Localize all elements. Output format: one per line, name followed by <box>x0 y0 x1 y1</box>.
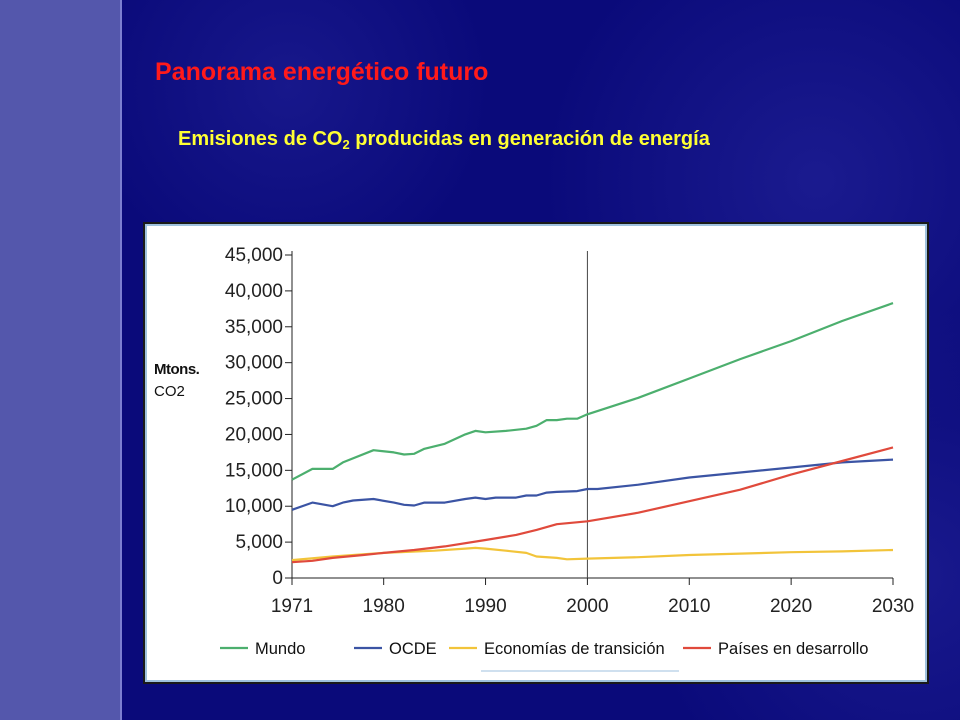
x-tick-label: 1990 <box>464 596 506 617</box>
x-tick-label: 2010 <box>668 596 710 617</box>
y-tick-label: 0 <box>272 568 283 589</box>
x-tick-label: 2020 <box>770 596 812 617</box>
legend-label-desarrollo: Países en desarrollo <box>718 640 868 658</box>
y-axis-label-line2: CO2 <box>154 383 185 400</box>
chart-panel: 0 5,000 10,000 15,000 20,000 25,000 30,000 35,0… <box>143 222 929 684</box>
x-tick-label: 2000 <box>566 596 608 617</box>
x-tick-label: 2030 <box>872 596 914 617</box>
y-tick-label: 5,000 <box>235 532 283 553</box>
y-tick-label: 20,000 <box>225 424 283 445</box>
x-tick-label: 1980 <box>363 596 405 617</box>
legend-label-transicion: Economías de transición <box>484 640 665 658</box>
x-tick-label: 1971 <box>271 596 313 617</box>
y-tick-label: 35,000 <box>225 317 283 338</box>
slide-title: Panorama energético futuro <box>155 58 489 86</box>
y-axis-label: Mtons. CO2 <box>154 359 200 403</box>
subtitle-text-pre: Emisiones de CO <box>178 128 343 150</box>
series-line-desarrollo <box>291 446 894 564</box>
y-tick-label: 10,000 <box>225 496 283 517</box>
series-line-mundo <box>291 302 894 481</box>
legend-label-ocde: OCDE <box>389 640 437 658</box>
y-tick-label: 45,000 <box>225 245 283 266</box>
y-tick-label: 25,000 <box>225 389 283 410</box>
subtitle-subscript: 2 <box>342 137 350 152</box>
series-line-transicion <box>291 546 894 562</box>
y-tick-label: 40,000 <box>225 281 283 302</box>
y-tick-label: 30,000 <box>225 353 283 374</box>
y-axis-label-line1: Mtons. <box>154 361 200 378</box>
legend-label-mundo: Mundo <box>255 640 305 658</box>
subtitle-text-post: producidas en generación de energía <box>349 128 710 150</box>
series-line-ocde <box>291 458 894 511</box>
left-decorative-bar <box>0 0 122 720</box>
y-tick-label: 15,000 <box>225 460 283 481</box>
line-chart: 0 5,000 10,000 15,000 20,000 25,000 30,000 35,0… <box>220 245 914 672</box>
slide-subtitle: Emisiones de CO2 producidas en generació… <box>178 124 818 154</box>
